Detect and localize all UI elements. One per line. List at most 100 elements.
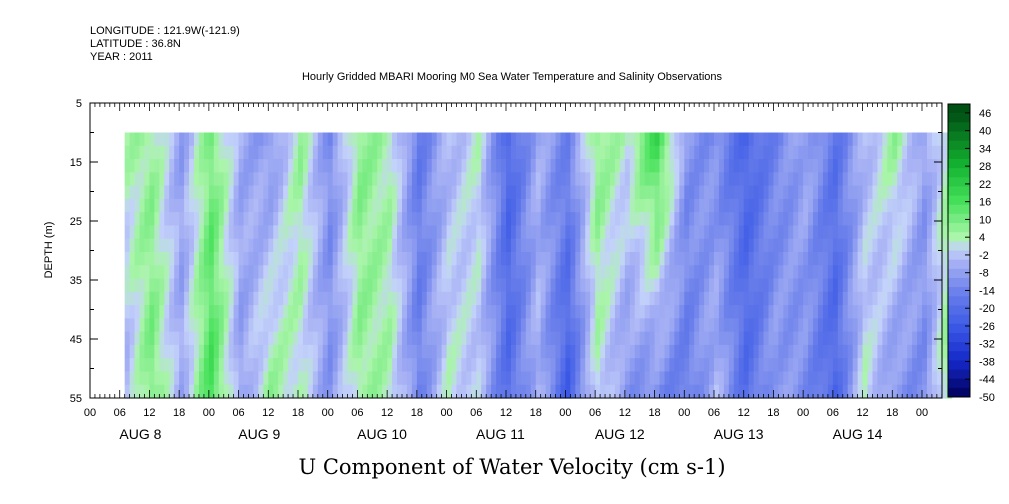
x-day-label: AUG 14 bbox=[833, 426, 883, 442]
heatmap-cell bbox=[837, 145, 844, 160]
heatmap-cell bbox=[451, 172, 458, 187]
heatmap-cell bbox=[466, 251, 472, 266]
heatmap-cell bbox=[317, 159, 324, 173]
heatmap-cell bbox=[169, 251, 175, 266]
heatmap-cell bbox=[862, 278, 869, 293]
heatmap-cell bbox=[496, 132, 502, 147]
heatmap-cell bbox=[530, 318, 537, 333]
heatmap-cell bbox=[570, 358, 576, 373]
heatmap-cell bbox=[506, 225, 512, 240]
heatmap-cell bbox=[941, 145, 948, 160]
heatmap-cell bbox=[411, 225, 418, 240]
heatmap-cell bbox=[714, 278, 720, 293]
heatmap-cell bbox=[902, 265, 908, 280]
heatmap-cell bbox=[555, 185, 562, 200]
heatmap-cell bbox=[218, 331, 225, 346]
heatmap-cell bbox=[233, 225, 240, 240]
heatmap-cell bbox=[709, 371, 715, 386]
heatmap-cell bbox=[481, 132, 487, 147]
heatmap-cell bbox=[941, 318, 948, 333]
heatmap-cell bbox=[684, 251, 690, 266]
heatmap-cell bbox=[129, 265, 136, 280]
heatmap-cell bbox=[496, 159, 502, 173]
heatmap-cell bbox=[768, 331, 775, 346]
heatmap-cell bbox=[788, 145, 794, 160]
heatmap-cell bbox=[525, 278, 532, 293]
heatmap-cell bbox=[808, 212, 814, 227]
heatmap-cell bbox=[471, 225, 477, 240]
heatmap-cell bbox=[763, 251, 770, 266]
heatmap-cell bbox=[644, 172, 651, 187]
heatmap-cell bbox=[922, 344, 928, 359]
heatmap-cell bbox=[723, 278, 730, 293]
heatmap-cell bbox=[278, 344, 284, 359]
heatmap-cell bbox=[402, 305, 408, 319]
heatmap-cell bbox=[922, 198, 928, 213]
heatmap-cell bbox=[689, 384, 695, 399]
heatmap-cell bbox=[189, 172, 195, 187]
heatmap-cell bbox=[253, 251, 259, 266]
heatmap-cell bbox=[228, 198, 235, 213]
heatmap-cell bbox=[728, 185, 735, 200]
heatmap-cell bbox=[411, 371, 418, 386]
heatmap-cell bbox=[580, 344, 586, 359]
heatmap-cell bbox=[243, 384, 250, 399]
heatmap-cell bbox=[129, 358, 136, 373]
heatmap-cell bbox=[723, 198, 730, 213]
heatmap-cell bbox=[857, 384, 864, 399]
heatmap-cell bbox=[154, 291, 160, 306]
heatmap-cell bbox=[699, 132, 705, 147]
heatmap-cell bbox=[832, 384, 839, 399]
heatmap-cell bbox=[758, 371, 765, 386]
heatmap-cell bbox=[520, 265, 527, 280]
heatmap-cell bbox=[520, 371, 527, 386]
heatmap-cell bbox=[649, 265, 656, 280]
heatmap-cell bbox=[208, 212, 215, 227]
heatmap-cell bbox=[699, 185, 705, 200]
heatmap-cell bbox=[704, 291, 710, 306]
heatmap-cell bbox=[298, 185, 304, 200]
heatmap-cell bbox=[926, 198, 933, 213]
heatmap-cell bbox=[674, 172, 680, 187]
heatmap-cell bbox=[288, 278, 294, 293]
heatmap-cell bbox=[743, 278, 750, 293]
heatmap-cell bbox=[897, 331, 903, 346]
heatmap-cell bbox=[312, 132, 319, 147]
heatmap-cell bbox=[174, 278, 180, 293]
heatmap-cell bbox=[545, 358, 552, 373]
heatmap-cell bbox=[332, 358, 339, 373]
heatmap-cell bbox=[129, 278, 136, 293]
heatmap-cell bbox=[312, 265, 319, 280]
heatmap-cell bbox=[203, 238, 210, 253]
heatmap-cell bbox=[733, 185, 740, 200]
heatmap-cell bbox=[456, 185, 463, 200]
heatmap-cell bbox=[357, 318, 363, 333]
heatmap-cell bbox=[491, 185, 497, 200]
heatmap-cell bbox=[753, 185, 760, 200]
heatmap-cell bbox=[446, 371, 453, 386]
heatmap-cell bbox=[659, 225, 666, 240]
heatmap-cell bbox=[892, 172, 898, 187]
heatmap-cell bbox=[590, 238, 596, 253]
heatmap-cell bbox=[907, 265, 913, 280]
heatmap-cell bbox=[917, 159, 923, 173]
heatmap-cell bbox=[862, 331, 869, 346]
heatmap-cell bbox=[436, 305, 443, 319]
heatmap-cell bbox=[520, 172, 527, 187]
heatmap-cell bbox=[852, 265, 859, 280]
heatmap-cell bbox=[778, 145, 784, 160]
heatmap-cell bbox=[862, 185, 869, 200]
heatmap-cell bbox=[733, 132, 740, 147]
heatmap-cell bbox=[610, 251, 616, 266]
heatmap-cell bbox=[129, 305, 136, 319]
heatmap-cell bbox=[273, 225, 279, 240]
heatmap-cell bbox=[471, 185, 477, 200]
heatmap-cell bbox=[649, 145, 656, 160]
heatmap-cell bbox=[738, 172, 745, 187]
heatmap-cell bbox=[387, 251, 393, 266]
heatmap-cell bbox=[441, 358, 448, 373]
heatmap-cell bbox=[406, 344, 413, 359]
heatmap-cell bbox=[184, 185, 190, 200]
heatmap-cell bbox=[887, 371, 893, 386]
heatmap-cell bbox=[550, 278, 557, 293]
